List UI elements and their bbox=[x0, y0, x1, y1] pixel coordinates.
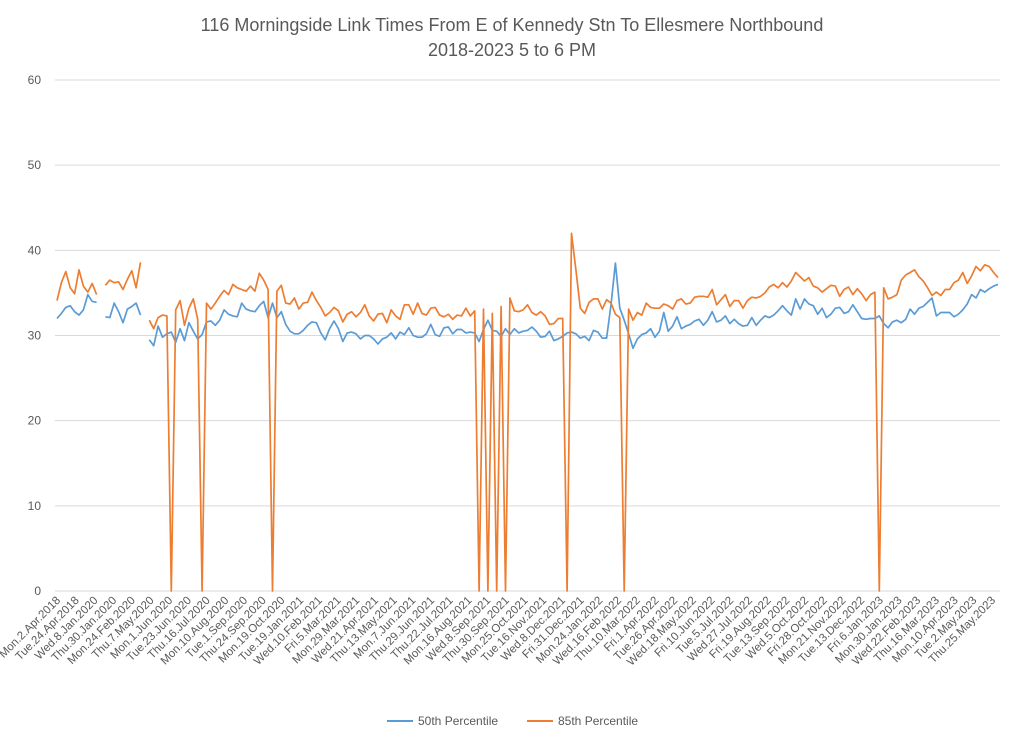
y-tick-label: 30 bbox=[28, 329, 42, 343]
y-axis-tick-labels: 0 10 20 30 40 50 60 bbox=[28, 73, 42, 598]
legend-label: 85th Percentile bbox=[558, 714, 638, 728]
legend-label: 50th Percentile bbox=[418, 714, 498, 728]
y-tick-label: 0 bbox=[34, 584, 41, 598]
gridlines bbox=[55, 79, 1000, 592]
y-tick-label: 40 bbox=[28, 243, 42, 257]
chart-subtitle: 2018-2023 5 to 6 PM bbox=[428, 40, 596, 60]
y-tick-label: 60 bbox=[28, 73, 42, 87]
legend: 50th Percentile 85th Percentile bbox=[387, 714, 638, 728]
y-tick-label: 50 bbox=[28, 158, 42, 172]
y-tick-label: 10 bbox=[28, 499, 42, 513]
x-axis-tick-labels: Mon.2.Apr.2018Tue.24.Apr.2018Wed.8.Jan.2… bbox=[0, 595, 998, 669]
series-line-p50 bbox=[56, 262, 999, 350]
series-lines bbox=[56, 232, 999, 592]
series-line-p85 bbox=[56, 232, 999, 592]
chart-title: 116 Morningside Link Times From E of Ken… bbox=[201, 15, 824, 35]
y-tick-label: 20 bbox=[28, 414, 42, 428]
